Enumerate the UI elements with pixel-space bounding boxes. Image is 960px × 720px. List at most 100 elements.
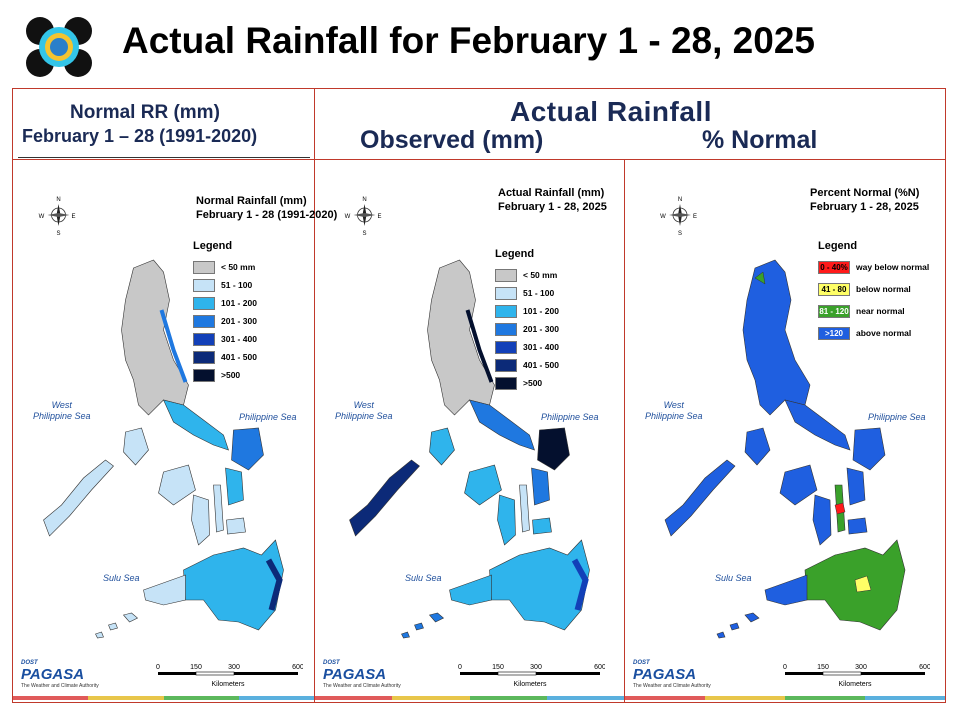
scale-tick-label: 300 xyxy=(228,664,240,671)
island-leyte xyxy=(846,467,866,506)
island-bicol xyxy=(162,399,229,451)
actual-header-title: Actual Rainfall xyxy=(510,96,712,127)
normal-header-period: February 1 – 28 (1991-2020) xyxy=(22,126,258,146)
legend-title: Legend xyxy=(495,248,535,260)
map-title: Actual Rainfall (mm) February 1 - 28, 202… xyxy=(498,186,607,214)
island-cebu xyxy=(213,484,224,533)
footer-pagasa-logo: DOST PAGASA The Weather and Climate Author… xyxy=(323,660,401,689)
coastal-rain-band xyxy=(465,309,494,383)
panel-1-compass-label: S xyxy=(362,231,366,237)
observed-header: Observed (mm) xyxy=(360,126,544,154)
footer-color-bar xyxy=(705,696,785,700)
footer-pagasa-logo: DOST PAGASA The Weather and Climate Author… xyxy=(633,660,711,689)
footer-color-bar xyxy=(625,696,705,700)
map-title-line2: February 1 - 28, 2025 xyxy=(498,201,607,213)
legend-item: 51 - 100 xyxy=(495,286,554,300)
scale-tick-label: 600 xyxy=(292,664,303,671)
legend-label: 301 - 400 xyxy=(523,342,559,352)
legend-swatch xyxy=(495,322,517,336)
footer-logo-prefix: DOST xyxy=(633,660,650,666)
map-scale-bar: 0 150 300 600 Kilometers xyxy=(780,662,931,692)
footer-color-bar xyxy=(88,696,164,700)
island-negros xyxy=(812,494,832,546)
footer-logo-tagline: The Weather and Climate Authority xyxy=(21,683,99,689)
sea-label-sulu: Sulu Sea xyxy=(103,573,140,583)
footer-logo-name: PAGASA xyxy=(21,666,85,683)
legend-swatch xyxy=(193,314,215,328)
legend-label: 101 - 200 xyxy=(523,306,559,316)
island-zambo xyxy=(764,574,808,606)
legend-item: 201 - 300 xyxy=(193,314,257,328)
map-panel-percent: N S E W Percent Normal (%N) February 1 - 28, … xyxy=(625,160,945,702)
footer-color-bar xyxy=(392,696,470,700)
legend-label: near normal xyxy=(856,306,905,316)
legend-item: < 50 mm xyxy=(193,260,255,274)
island-bohol xyxy=(847,517,868,535)
sea-label-west-philippine: West Philippine Sea xyxy=(33,400,91,422)
legend-swatch xyxy=(495,304,517,318)
panel-0-compass-label: N xyxy=(56,197,60,203)
header-divider xyxy=(18,157,310,158)
legend-label: below normal xyxy=(856,284,911,294)
sea-label-philippine: Philippine Sea xyxy=(868,412,926,422)
legend-label: < 50 mm xyxy=(523,270,558,280)
page-title: Actual Rainfall for February 1 - 28, 202… xyxy=(122,20,815,61)
legend-swatch: 0 - 40% xyxy=(818,260,850,274)
footer-color-bar xyxy=(785,696,865,700)
island-panay xyxy=(464,464,502,506)
legend-item: 101 - 200 xyxy=(193,296,257,310)
map-title: Normal Rainfall (mm) February 1 - 28 (199… xyxy=(196,194,337,222)
legend-swatch xyxy=(193,368,215,382)
legend-item: 51 - 100 xyxy=(193,278,252,292)
island-negros xyxy=(191,494,210,546)
island-samar xyxy=(852,427,886,471)
legend-label: 51 - 100 xyxy=(221,280,253,290)
footer-color-bar xyxy=(315,696,393,700)
below-normal-area xyxy=(854,575,872,593)
coastal-rain-band xyxy=(159,309,188,383)
footer-color-bar xyxy=(13,696,89,700)
island-leyte xyxy=(225,467,244,506)
sea-label-west-philippine: West Philippine Sea xyxy=(645,400,703,422)
island-palawan xyxy=(349,459,420,537)
legend-title: Legend xyxy=(818,240,858,252)
island-leyte xyxy=(531,467,550,506)
island-bicol xyxy=(468,399,535,451)
island-samar xyxy=(537,427,570,471)
scale-tick-label: 0 xyxy=(783,664,787,671)
panel-1-compass-label: W xyxy=(345,214,351,220)
legend-label: >500 xyxy=(221,370,241,380)
legend-item: 0 - 40% way below normal xyxy=(818,260,929,274)
island-mindanao xyxy=(183,539,284,631)
scale-tick-label: 0 xyxy=(156,664,160,671)
coastal-rain-band xyxy=(265,558,283,611)
pagasa-logo xyxy=(26,17,92,77)
footer-color-bar xyxy=(865,696,945,700)
footer-pagasa-logo: DOST PAGASA The Weather and Climate Author… xyxy=(21,660,99,689)
panel-0-compass-icon: N S E W xyxy=(39,197,76,237)
legend-swatch: 41 - 80 xyxy=(818,282,850,296)
island-bohol xyxy=(532,517,552,535)
island-mindoro xyxy=(429,427,455,466)
panel-2-compass-label: W xyxy=(660,214,666,220)
panel-1-compass-icon: N S E W xyxy=(345,197,382,237)
scale-tick-label: 600 xyxy=(594,664,605,671)
scale-tick-label: 150 xyxy=(492,664,504,671)
footer-logo-prefix: DOST xyxy=(21,660,38,666)
legend-label: 301 - 400 xyxy=(221,334,257,344)
legend-item: 301 - 400 xyxy=(193,332,257,346)
panel-2-compass-label: N xyxy=(678,197,682,203)
island-negros xyxy=(497,494,516,546)
legend-swatch xyxy=(495,376,517,390)
sea-label-line: West xyxy=(663,400,684,410)
map-panel-observed: N S E W Actual Rainfall (mm) February 1 - 28,… xyxy=(315,160,624,702)
legend-label: above normal xyxy=(856,328,912,338)
sea-label-philippine: Philippine Sea xyxy=(239,412,297,422)
map-title: Percent Normal (%N) February 1 - 28, 2025 xyxy=(810,186,919,214)
island-luzon xyxy=(427,259,495,416)
legend-swatch xyxy=(193,332,215,346)
sea-label-line: Philippine Sea xyxy=(645,411,703,421)
sea-label-sulu: Sulu Sea xyxy=(715,573,752,583)
way-below-normal-area xyxy=(834,502,846,515)
scale-unit-label: Kilometers xyxy=(513,681,547,688)
